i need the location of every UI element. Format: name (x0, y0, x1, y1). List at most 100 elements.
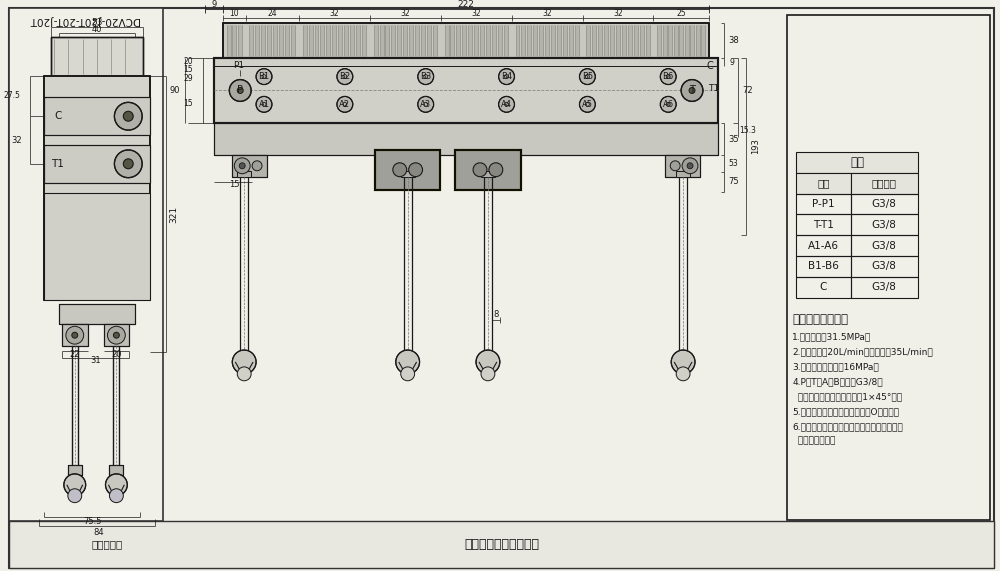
Text: B3: B3 (420, 72, 431, 81)
Text: 6.阀体表面磷化处理，安全阀及螺堵镀锡，支: 6.阀体表面磷化处理，安全阀及螺堵镀锡，支 (792, 422, 903, 431)
Text: 图号规格及代号对照表: 图号规格及代号对照表 (464, 538, 539, 551)
Bar (610, 25, 614, 56)
Text: 321: 321 (169, 206, 178, 223)
Text: 75: 75 (728, 177, 739, 186)
Bar (557, 25, 561, 56)
Text: 2.颗定流量：20L/min，最大流量35L/min；: 2.颗定流量：20L/min，最大流量35L/min； (792, 348, 933, 356)
Text: G3/8: G3/8 (872, 282, 897, 292)
Circle shape (123, 111, 133, 121)
Text: G3/8: G3/8 (872, 220, 897, 230)
Bar (109, 465, 123, 475)
Text: 螺纹规格: 螺纹规格 (872, 178, 897, 188)
Bar (455, 150, 521, 190)
Bar (787, 15, 990, 521)
Text: B4: B4 (501, 72, 512, 81)
Text: 193: 193 (751, 139, 760, 154)
Bar (468, 25, 472, 56)
Bar (238, 25, 242, 56)
Circle shape (481, 367, 495, 381)
Text: 9: 9 (729, 58, 734, 67)
Text: 53: 53 (91, 18, 103, 27)
Bar (44, 145, 150, 183)
Bar (796, 152, 918, 172)
Bar (592, 25, 596, 56)
Bar (232, 155, 267, 176)
Bar (273, 25, 277, 56)
Text: B5: B5 (582, 72, 593, 81)
Bar (9, 521, 994, 568)
Circle shape (123, 159, 133, 169)
Circle shape (671, 350, 695, 374)
Bar (391, 25, 395, 56)
Text: 10: 10 (230, 9, 239, 18)
Bar (109, 465, 123, 475)
Bar (214, 58, 718, 123)
Circle shape (114, 102, 142, 130)
Text: A2: A2 (339, 100, 350, 109)
Text: B1-B6: B1-B6 (808, 262, 839, 271)
Bar (622, 25, 626, 56)
Bar (51, 37, 143, 75)
Text: 32: 32 (613, 9, 623, 18)
Bar (421, 25, 425, 56)
Text: B1: B1 (258, 72, 270, 81)
Bar (657, 25, 661, 56)
Bar (598, 25, 602, 56)
Bar (350, 25, 354, 56)
Text: 9: 9 (211, 0, 217, 9)
Circle shape (681, 79, 703, 102)
Circle shape (109, 489, 123, 502)
Circle shape (256, 69, 272, 85)
Bar (616, 25, 620, 56)
Text: 29: 29 (183, 74, 193, 83)
Text: 22: 22 (70, 349, 80, 359)
Text: 20: 20 (111, 349, 122, 359)
Bar (401, 171, 415, 176)
Text: 15: 15 (229, 180, 240, 189)
Bar (320, 25, 324, 56)
Circle shape (682, 158, 698, 174)
Bar (665, 155, 700, 176)
Bar (527, 25, 531, 56)
Bar (9, 8, 163, 521)
Bar (68, 465, 82, 475)
Text: DCV20-J20T-20T-J20T: DCV20-J20T-20T-J20T (29, 15, 139, 25)
Text: 32: 32 (12, 135, 22, 144)
Bar (462, 25, 466, 56)
Bar (232, 155, 267, 176)
Text: G3/8: G3/8 (872, 240, 897, 251)
Text: 84: 84 (94, 528, 104, 537)
Bar (59, 304, 135, 324)
Text: C: C (820, 282, 827, 292)
Circle shape (337, 69, 353, 85)
Circle shape (476, 350, 500, 374)
Circle shape (114, 150, 142, 178)
Text: 架后盖为铝本色: 架后盖为铝本色 (792, 437, 835, 446)
Circle shape (64, 474, 86, 496)
Circle shape (107, 326, 125, 344)
Bar (851, 256, 918, 277)
Bar (374, 25, 378, 56)
Text: A1: A1 (259, 100, 270, 109)
Bar (104, 324, 129, 346)
Text: 38: 38 (728, 36, 739, 45)
Bar (44, 98, 150, 135)
Bar (375, 150, 440, 190)
Text: T1: T1 (708, 84, 719, 93)
Bar (214, 123, 718, 155)
Circle shape (337, 96, 353, 112)
Text: P1: P1 (233, 61, 244, 70)
Bar (640, 25, 644, 56)
Text: 27.5: 27.5 (3, 91, 20, 100)
Bar (796, 277, 851, 297)
Text: 90: 90 (170, 86, 180, 95)
Bar (545, 25, 549, 56)
Text: P: P (237, 86, 243, 95)
Text: A6: A6 (663, 100, 674, 109)
Bar (668, 25, 672, 56)
Bar (575, 25, 579, 56)
Bar (223, 23, 709, 58)
Bar (796, 256, 851, 277)
Bar (237, 171, 251, 176)
Circle shape (670, 161, 680, 171)
